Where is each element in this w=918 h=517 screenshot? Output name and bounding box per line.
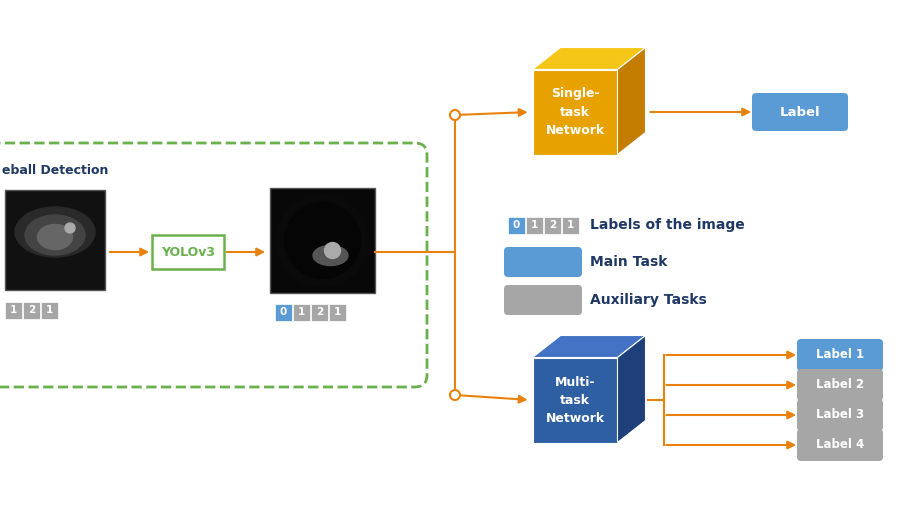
FancyBboxPatch shape: [152, 235, 224, 269]
Text: 1: 1: [297, 307, 305, 317]
FancyBboxPatch shape: [329, 303, 346, 321]
Text: Single-
task
Network: Single- task Network: [545, 87, 605, 136]
Text: eball Detection: eball Detection: [2, 163, 108, 176]
FancyBboxPatch shape: [5, 190, 105, 290]
Circle shape: [65, 223, 75, 233]
Circle shape: [324, 242, 341, 258]
Ellipse shape: [25, 215, 85, 255]
Text: 2: 2: [549, 220, 556, 230]
Circle shape: [450, 110, 460, 120]
FancyBboxPatch shape: [504, 285, 582, 315]
Circle shape: [276, 194, 368, 286]
FancyBboxPatch shape: [275, 303, 292, 321]
FancyBboxPatch shape: [508, 217, 525, 234]
Polygon shape: [618, 336, 645, 443]
Polygon shape: [532, 48, 645, 69]
FancyBboxPatch shape: [532, 69, 618, 155]
Text: 2: 2: [316, 307, 323, 317]
Text: 0: 0: [513, 220, 521, 230]
Polygon shape: [532, 336, 645, 357]
Text: Main Task: Main Task: [590, 255, 667, 269]
FancyBboxPatch shape: [311, 303, 328, 321]
FancyBboxPatch shape: [797, 399, 883, 431]
FancyBboxPatch shape: [41, 301, 58, 318]
Text: Multi-
task
Network: Multi- task Network: [545, 375, 605, 424]
Text: Auxiliary Tasks: Auxiliary Tasks: [590, 293, 707, 307]
Ellipse shape: [38, 224, 73, 250]
Text: Label 1: Label 1: [816, 348, 864, 361]
Text: Label 3: Label 3: [816, 408, 864, 421]
FancyBboxPatch shape: [526, 217, 543, 234]
FancyBboxPatch shape: [5, 301, 22, 318]
Circle shape: [285, 203, 361, 279]
FancyBboxPatch shape: [544, 217, 561, 234]
FancyBboxPatch shape: [797, 429, 883, 461]
Text: 1: 1: [334, 307, 341, 317]
FancyBboxPatch shape: [23, 301, 40, 318]
Polygon shape: [618, 48, 645, 155]
Text: 2: 2: [28, 305, 35, 315]
Text: Label 2: Label 2: [816, 378, 864, 391]
Ellipse shape: [15, 207, 95, 257]
FancyBboxPatch shape: [504, 247, 582, 277]
Text: 1: 1: [567, 220, 574, 230]
Text: YOLOv3: YOLOv3: [161, 246, 215, 258]
FancyBboxPatch shape: [752, 93, 848, 131]
FancyBboxPatch shape: [562, 217, 579, 234]
FancyBboxPatch shape: [532, 357, 618, 443]
FancyBboxPatch shape: [797, 339, 883, 371]
Text: 1: 1: [46, 305, 53, 315]
Ellipse shape: [313, 246, 348, 266]
FancyBboxPatch shape: [797, 369, 883, 401]
Text: Label: Label: [779, 105, 821, 118]
Text: Label 4: Label 4: [816, 438, 864, 451]
Text: 1: 1: [531, 220, 538, 230]
Text: Labels of the image: Labels of the image: [590, 218, 744, 232]
FancyBboxPatch shape: [270, 188, 375, 293]
Circle shape: [450, 390, 460, 400]
Text: 1: 1: [10, 305, 17, 315]
FancyBboxPatch shape: [293, 303, 310, 321]
Text: 0: 0: [280, 307, 287, 317]
